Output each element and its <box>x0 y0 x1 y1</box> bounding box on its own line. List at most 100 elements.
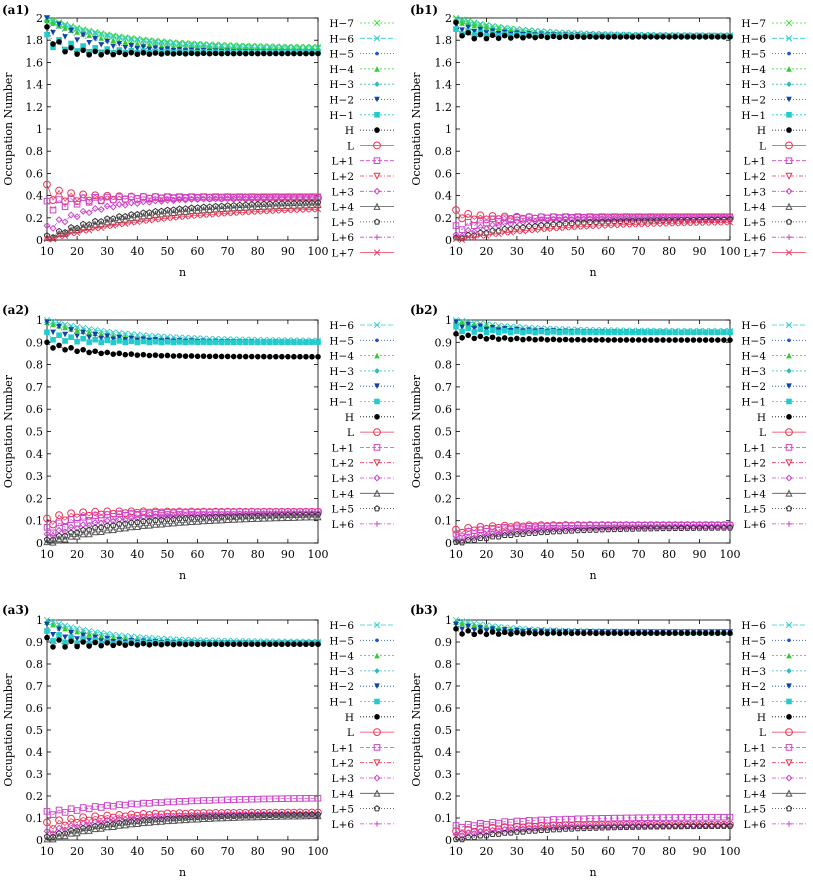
data-point <box>266 811 274 819</box>
x-tick-label: 90 <box>693 845 707 858</box>
data-point <box>525 222 533 230</box>
data-point <box>236 515 244 523</box>
data-point <box>248 203 256 211</box>
legend-label: H−3 <box>329 666 354 678</box>
data-point <box>314 206 322 213</box>
y-axis-label: Occupation Number <box>2 673 15 787</box>
data-point <box>526 328 532 335</box>
legend-marker <box>374 368 380 374</box>
data-point <box>459 324 465 331</box>
data-point <box>97 527 105 536</box>
data-point <box>224 812 231 819</box>
data-point <box>176 352 183 359</box>
data-point <box>702 214 710 222</box>
data-point <box>556 826 563 833</box>
data-point <box>284 509 292 517</box>
legend-label: L+2 <box>332 458 354 470</box>
data-point <box>74 348 80 355</box>
data-point <box>194 204 201 211</box>
data-point <box>296 812 304 820</box>
data-point <box>254 339 261 346</box>
data-point <box>568 219 575 227</box>
data-point <box>206 353 213 360</box>
data-point <box>617 329 624 336</box>
data-point <box>593 329 599 336</box>
data-point <box>284 43 292 50</box>
legend-marker <box>785 157 793 164</box>
data-point <box>519 825 527 833</box>
data-point <box>315 353 321 360</box>
legend-marker <box>785 444 793 451</box>
data-point <box>574 223 581 230</box>
data-point <box>483 32 490 39</box>
data-point <box>482 828 490 836</box>
data-point <box>134 45 141 52</box>
data-point <box>654 329 660 336</box>
data-point <box>452 235 460 243</box>
data-point <box>611 824 618 831</box>
data-point <box>44 15 50 21</box>
data-point <box>109 217 117 225</box>
series-line <box>46 319 319 341</box>
data-point <box>279 339 285 346</box>
data-point <box>134 40 141 47</box>
data-point <box>67 189 75 197</box>
data-point <box>157 197 165 205</box>
x-tick-label: 50 <box>571 845 585 858</box>
legend-label: H−5 <box>741 49 766 61</box>
data-point <box>68 630 74 636</box>
data-point <box>50 20 56 26</box>
data-point <box>459 626 465 633</box>
data-point <box>483 534 490 542</box>
legend: H−7H−6H−5H−4H−3H−2H−1HLL+1L+2L+3L+4L+5L+… <box>329 18 394 260</box>
data-point <box>537 221 545 228</box>
legend-label: L+4 <box>332 488 355 500</box>
legend-label: L+3 <box>744 473 766 485</box>
data-point <box>672 329 678 336</box>
data-point <box>212 641 219 647</box>
data-point <box>587 336 593 343</box>
legend-label: L+7 <box>744 248 766 260</box>
series-L+1 <box>43 794 322 818</box>
data-point <box>303 339 309 346</box>
x-tick-label: 100 <box>308 845 329 858</box>
data-point <box>291 353 297 360</box>
data-point <box>617 630 624 637</box>
data-point <box>151 197 159 205</box>
data-point <box>689 523 697 531</box>
data-point <box>254 208 261 215</box>
data-point <box>471 536 478 544</box>
data-point <box>218 641 225 648</box>
data-point <box>708 630 715 636</box>
y-tick-label: 0.4 <box>26 190 44 203</box>
data-point <box>604 218 612 225</box>
data-point <box>55 832 63 840</box>
data-point <box>73 625 81 632</box>
data-point <box>672 34 678 40</box>
data-point <box>146 51 153 57</box>
data-point <box>520 34 526 41</box>
data-point <box>538 33 545 40</box>
data-point <box>314 811 322 820</box>
data-point <box>67 829 75 837</box>
legend-marker <box>373 474 381 482</box>
data-point <box>635 329 642 335</box>
legend-marker <box>786 683 792 689</box>
data-point <box>726 524 734 531</box>
data-point <box>678 329 685 336</box>
data-point <box>91 824 99 833</box>
data-point <box>55 232 63 240</box>
data-point <box>550 826 557 833</box>
y-tick-label: 0 <box>445 834 452 847</box>
data-point <box>182 641 189 648</box>
data-point <box>696 523 704 531</box>
y-tick-label: 0.7 <box>435 680 453 693</box>
data-point <box>218 513 225 520</box>
data-point <box>665 823 673 830</box>
data-point <box>581 34 587 40</box>
data-point <box>62 634 68 641</box>
data-point <box>194 339 201 346</box>
data-point <box>537 526 545 534</box>
data-point <box>549 525 557 533</box>
